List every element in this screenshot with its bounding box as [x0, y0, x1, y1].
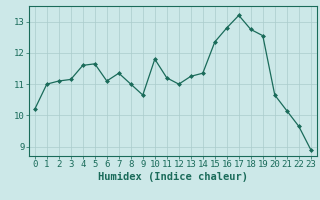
X-axis label: Humidex (Indice chaleur): Humidex (Indice chaleur)	[98, 172, 248, 182]
